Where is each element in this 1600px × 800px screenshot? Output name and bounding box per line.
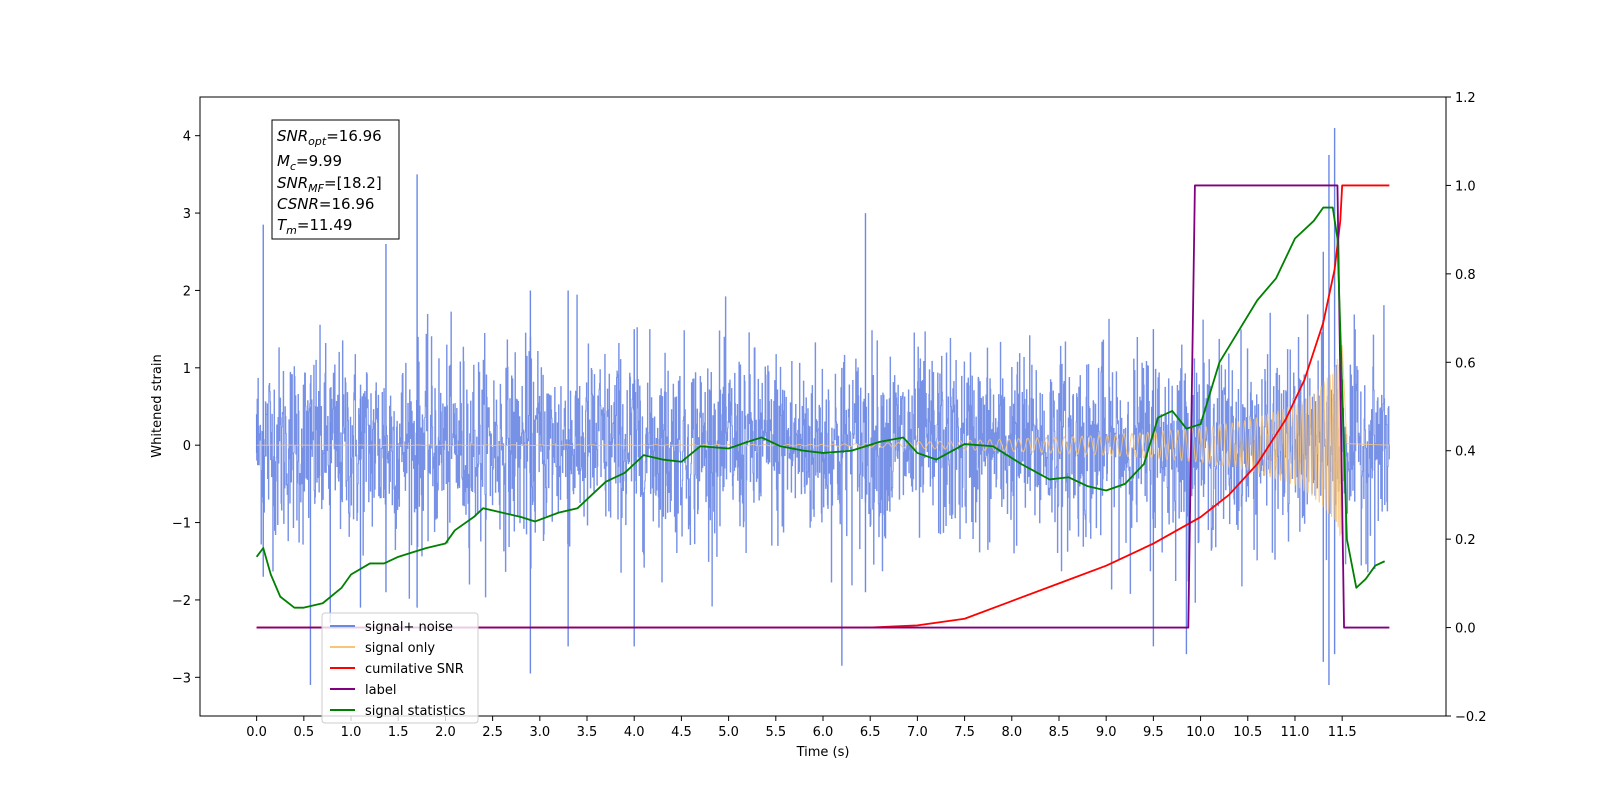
x-tick-label: 1.0 xyxy=(341,725,362,740)
legend-label: signal+ noise xyxy=(365,620,453,635)
x-tick-label: 4.5 xyxy=(671,725,692,740)
y2-tick-label: 1.2 xyxy=(1455,91,1476,106)
y2-tick-label: 0.0 xyxy=(1455,622,1476,637)
x-tick-label: 0.5 xyxy=(293,725,314,740)
x-tick-label: 6.5 xyxy=(860,725,881,740)
info-box: SNRopt=16.96 Mc=9.99 SNRMF=[18.2] CSNR=1… xyxy=(271,119,400,240)
label-line xyxy=(256,184,1390,629)
y2-tick-label: 0.8 xyxy=(1455,268,1476,283)
x-axis-label: Time (s) xyxy=(796,745,850,760)
info-mc: Mc=9.99 xyxy=(277,152,342,173)
x-tick-label: 5.5 xyxy=(765,725,786,740)
info-csnr: CSNR=16.96 xyxy=(277,195,374,213)
y-axis-label: Whitened strain xyxy=(150,354,165,457)
x-tick-label: 4.0 xyxy=(624,725,645,740)
x-tick-label: 11.5 xyxy=(1328,725,1357,740)
x-tick-label: 2.0 xyxy=(435,725,456,740)
y2-tick-label: 0.6 xyxy=(1455,356,1476,371)
x-tick-label: 6.0 xyxy=(813,725,834,740)
signal-only-line xyxy=(256,344,1390,537)
y2-tick-label: 0.4 xyxy=(1455,445,1476,460)
x-tick-label: 3.0 xyxy=(529,725,550,740)
x-tick-label: 9.5 xyxy=(1143,725,1164,740)
x-tick-label: 7.0 xyxy=(907,725,928,740)
x-tick-label: 8.5 xyxy=(1049,725,1070,740)
info-box-frame xyxy=(271,119,400,240)
y2-tick-label: 1.0 xyxy=(1455,179,1476,194)
x-tick-label: 10.5 xyxy=(1233,725,1262,740)
y2-tick-label: −0.2 xyxy=(1455,710,1487,725)
legend-label: signal statistics xyxy=(365,704,466,719)
info-snr-mf: SNRMF=[18.2] xyxy=(277,174,382,195)
y-tick-label: −1 xyxy=(172,517,191,532)
x-tick-label: 10.0 xyxy=(1186,725,1215,740)
y-tick-label: 1 xyxy=(183,362,191,377)
x-tick-label: 9.0 xyxy=(1096,725,1117,740)
x-tick-label: 7.5 xyxy=(954,725,975,740)
legend-label: label xyxy=(365,683,396,698)
y-tick-label: −2 xyxy=(172,594,191,609)
y2-tick-label: 0.2 xyxy=(1455,533,1476,548)
lines-layer xyxy=(255,184,1390,629)
info-tm: Tm=11.49 xyxy=(277,216,352,237)
y-axis-left: 4 3 2 1 0 −1 −2 −3 xyxy=(172,130,200,686)
y-tick-label: 2 xyxy=(183,284,191,299)
signal-only-layer xyxy=(256,344,1390,537)
legend-label: signal only xyxy=(365,641,435,656)
legend-frame xyxy=(321,612,479,724)
x-tick-label: 11.0 xyxy=(1280,725,1309,740)
y-tick-label: −3 xyxy=(172,671,191,686)
info-snr-opt: SNRopt=16.96 xyxy=(277,127,382,148)
x-axis: 0.0 0.5 1.0 1.5 2.0 2.5 3.0 3.5 4.0 4.5 5.0 5.5 6.0 6… xyxy=(246,716,1357,740)
legend: signal+ noise signal only cumilative SNR la… xyxy=(321,612,479,724)
legend-label: cumilative SNR xyxy=(365,662,464,677)
x-tick-label: 3.5 xyxy=(577,725,598,740)
x-tick-label: 0.0 xyxy=(246,725,267,740)
y-tick-label: 4 xyxy=(183,130,191,145)
y-tick-label: 3 xyxy=(183,207,191,222)
y-axis-right: 1.2 1.0 0.8 0.6 0.4 0.2 0.0 −0.2 xyxy=(1446,91,1487,725)
x-tick-label: 5.0 xyxy=(718,725,739,740)
cumilative-snr-line xyxy=(256,184,1390,629)
x-tick-label: 2.5 xyxy=(482,725,503,740)
y-tick-label: 0 xyxy=(183,439,191,454)
x-tick-label: 8.0 xyxy=(1001,725,1022,740)
signal-noise-layer xyxy=(255,127,1390,686)
signal-statistics-line xyxy=(255,206,1386,609)
x-tick-label: 1.5 xyxy=(388,725,409,740)
